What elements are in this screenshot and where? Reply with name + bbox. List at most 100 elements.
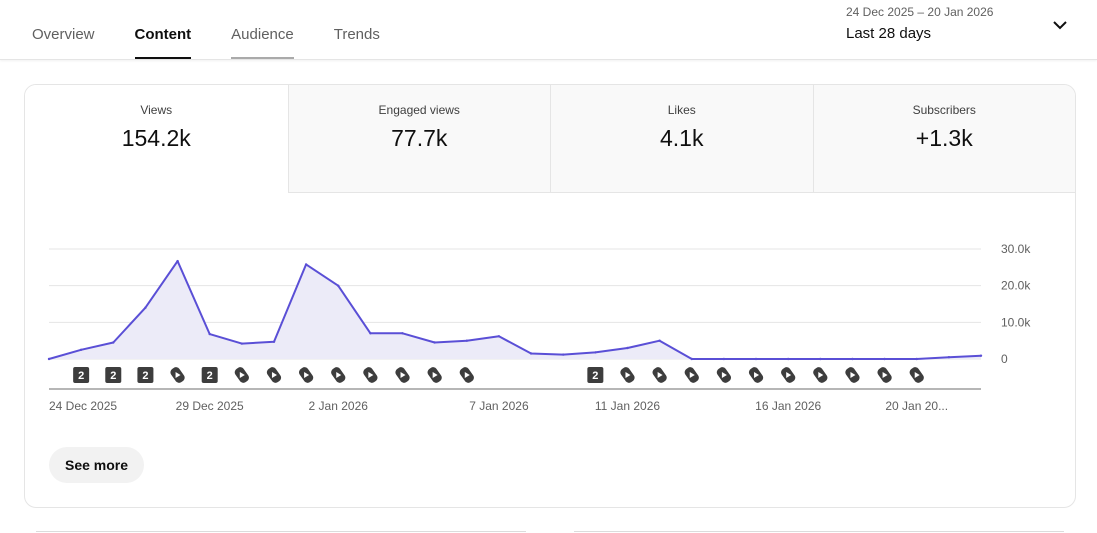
shorts-icon: [652, 367, 667, 383]
chevron-down-icon[interactable]: [1051, 16, 1069, 34]
shorts-icon: [684, 367, 699, 383]
upload-count-label: 2: [142, 370, 148, 382]
x-tick-label: 29 Dec 2025: [176, 399, 244, 413]
data-point: [497, 335, 501, 338]
data-point: [690, 357, 693, 361]
data-point: [915, 357, 918, 361]
data-point: [337, 284, 340, 287]
shorts-icon: [266, 367, 282, 383]
metric-value: 154.2k: [121, 125, 191, 151]
data-point: [240, 342, 243, 345]
data-point: [465, 339, 468, 342]
tab-audience[interactable]: Audience: [231, 0, 294, 60]
metrics-card: Views 154.2k Engaged views 77.7k Likes 4…: [24, 84, 1076, 508]
data-point: [79, 348, 83, 351]
data-point: [722, 357, 726, 361]
date-range-label: Last 28 days: [846, 25, 932, 42]
upload-count-label: 2: [592, 370, 598, 382]
shorts-icon: [620, 367, 635, 383]
y-tick-label: 10.0k: [1001, 315, 1031, 329]
data-point: [304, 263, 308, 266]
shorts-icon: [298, 367, 314, 383]
data-point: [947, 356, 951, 359]
data-point: [176, 259, 179, 263]
data-point: [401, 332, 404, 335]
data-point: [626, 346, 629, 350]
x-tick-label: 7 Jan 2026: [469, 399, 529, 413]
metric-likes[interactable]: Likes 4.1k: [550, 85, 813, 193]
y-tick-label: 30.0k: [1001, 242, 1031, 256]
metric-label: Engaged views: [378, 103, 460, 117]
data-point: [112, 341, 115, 344]
data-point: [754, 357, 758, 361]
data-point: [979, 354, 983, 357]
divider: [36, 531, 526, 532]
shorts-icon: [459, 367, 474, 383]
data-point: [787, 357, 790, 361]
tab-overview[interactable]: Overview: [32, 26, 95, 43]
upload-count-marker: [105, 367, 122, 383]
data-point: [144, 306, 147, 309]
data-point: [47, 357, 51, 361]
upload-count-marker: [587, 367, 604, 383]
date-range-dates: 24 Dec 2025 – 20 Jan 2026: [846, 5, 994, 19]
shorts-icon: [427, 367, 442, 383]
data-point: [529, 352, 533, 355]
data-point: [594, 351, 597, 354]
date-range-picker[interactable]: 24 Dec 2025 – 20 Jan 2026 Last 28 days: [846, 5, 993, 46]
x-tick-label: 16 Jan 2026: [755, 399, 821, 413]
divider: [574, 531, 1064, 532]
shorts-icon: [395, 367, 410, 383]
hover-tab-indicator: [231, 57, 294, 59]
upload-count-marker: [137, 367, 154, 383]
x-tick-label: 24 Dec 2025: [49, 399, 117, 413]
data-point: [819, 357, 822, 361]
shorts-icon: [170, 367, 185, 383]
views-line: [48, 260, 982, 360]
metric-views[interactable]: Views 154.2k: [25, 85, 288, 193]
shorts-icon: [748, 367, 764, 383]
metric-tabs: Views 154.2k Engaged views 77.7k Likes 4…: [25, 85, 1075, 193]
data-point: [851, 357, 854, 361]
x-tick-label: 2 Jan 2026: [309, 399, 369, 413]
shorts-icon: [813, 367, 828, 383]
shorts-icon: [234, 367, 249, 383]
data-point: [883, 357, 886, 361]
tab-trends[interactable]: Trends: [333, 26, 380, 43]
data-point: [562, 353, 565, 356]
metric-label: Views: [140, 103, 173, 117]
metric-label: Subscribers: [912, 103, 976, 117]
shorts-icon: [331, 367, 346, 383]
shorts-icon: [845, 367, 860, 383]
metric-value: +1.3k: [915, 125, 973, 151]
y-tick-label: 20.0k: [1001, 279, 1031, 293]
upload-count-label: 2: [207, 370, 213, 382]
metric-subscribers[interactable]: Subscribers +1.3k: [812, 85, 1075, 193]
upload-count-marker: [73, 367, 90, 383]
x-tick-label: 20 Jan 20...: [885, 399, 948, 413]
upload-count-label: 2: [78, 370, 84, 382]
data-point: [369, 332, 372, 335]
upload-count-label: 2: [110, 370, 116, 382]
shorts-icon: [909, 367, 924, 383]
tab-bar: Overview Content Audience Trends: [32, 0, 420, 60]
data-point: [433, 341, 436, 344]
data-point: [272, 340, 276, 343]
analytics-header: Overview Content Audience Trends 24 Dec …: [0, 0, 1097, 60]
x-tick-label: 11 Jan 2026: [595, 399, 660, 413]
tab-content[interactable]: Content: [134, 0, 192, 60]
shorts-icon: [781, 367, 796, 383]
metric-engaged-views[interactable]: Engaged views 77.7k: [287, 85, 550, 193]
y-tick-label: 0: [1001, 352, 1008, 366]
data-point: [658, 339, 661, 342]
shorts-icon: [363, 367, 378, 383]
views-area: [49, 261, 981, 359]
metric-value: 77.7k: [391, 125, 448, 151]
upload-count-marker: [201, 367, 218, 383]
views-chart: 0 10.0k 20.0k 30.0k 2 2 2 2 2 24 Dec 2025 29 Dec 2…: [47, 242, 1031, 413]
shorts-icon: [716, 367, 732, 383]
shorts-icon: [877, 367, 892, 383]
data-point: [208, 332, 211, 336]
see-more-button[interactable]: See more: [49, 447, 145, 483]
active-tab-indicator: [134, 57, 192, 59]
